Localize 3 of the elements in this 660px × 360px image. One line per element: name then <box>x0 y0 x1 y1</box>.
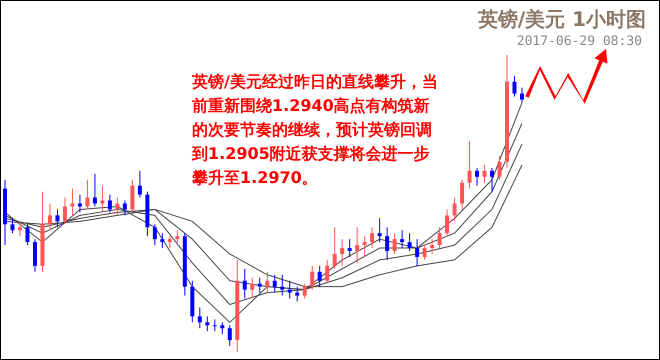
chart-title: 英镑/美元 1小时图 <box>478 6 646 33</box>
text: 2017-06-29 08:30 <box>516 34 642 49</box>
annotation: 英镑/美元经过昨日的直线攀升，当前重新围绕1.2940高点有构筑新的次要节奏的继续，预计英镑回调到1.2905附近获支撑将会进一步攀升至1.2970。 <box>192 71 439 189</box>
